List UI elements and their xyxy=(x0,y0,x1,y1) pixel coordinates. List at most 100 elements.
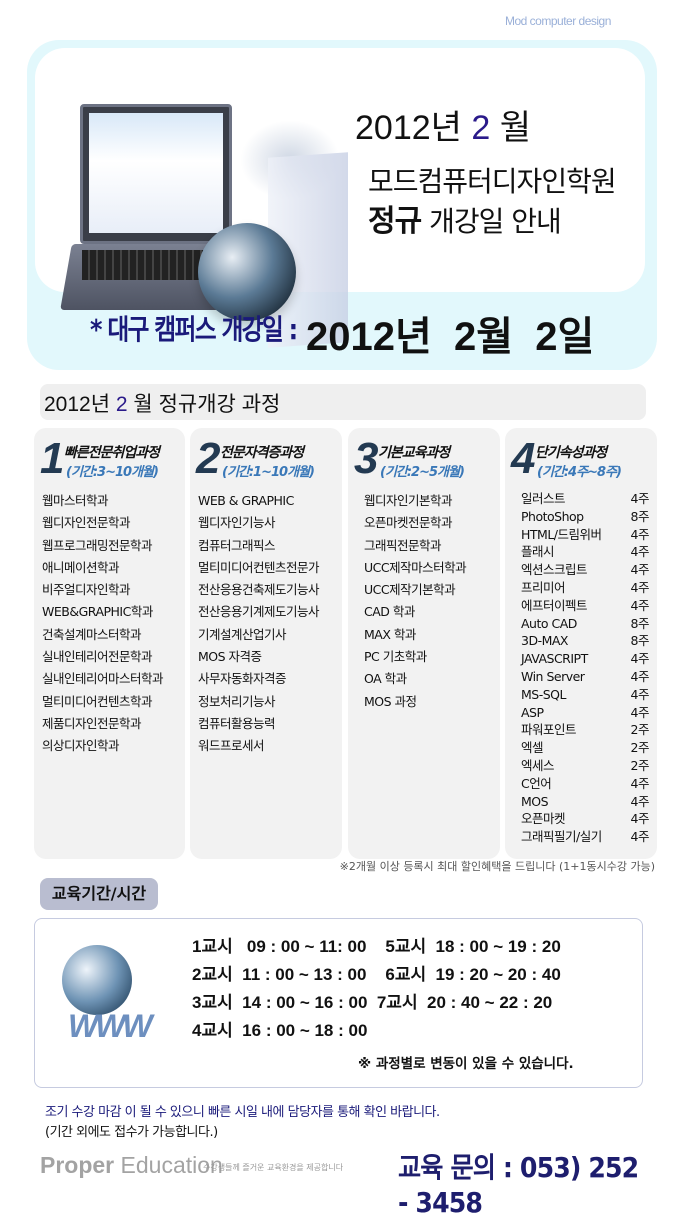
www-globe-icon xyxy=(62,945,132,1015)
course-item-duration: 4주 xyxy=(630,811,650,827)
course-item-duration: 4주 xyxy=(630,597,650,613)
course-item-name: PhotoShop xyxy=(521,508,584,524)
course-item-duration: 4주 xyxy=(630,775,650,791)
course-item: 엑세스 2주 xyxy=(521,757,650,775)
course-item: 3D-MAX 8주 xyxy=(521,632,650,650)
course-item: MS-SQL 4주 xyxy=(521,686,650,704)
course-item-duration: 4주 xyxy=(630,793,650,809)
course-item: 웹프로그래밍전문학과 xyxy=(42,537,153,553)
course-item-name: 그래픽필기/실기 xyxy=(521,829,602,845)
course-item: 웹디자인전문학과 xyxy=(42,515,131,531)
course-item-name: HTML/드림위버 xyxy=(521,526,602,542)
course-column-4: 4 단기속성과정 (기간:4주~8주) 일러스트 4주 PhotoShop 8주 HTML… xyxy=(505,428,657,859)
course-item-duration: 4주 xyxy=(630,544,650,560)
course-item: 전산응용기계제도기능사 xyxy=(198,604,320,620)
course-item: WEB & GRAPHIC xyxy=(198,493,294,508)
course-item: 기계설계산업기사 xyxy=(198,626,287,642)
course-title: 기본교육과정 xyxy=(378,445,450,461)
course-item-name: Win Server xyxy=(521,668,585,684)
course-item: 에프터이펙트 4주 xyxy=(521,597,650,615)
hero-date: 2012년 2 월 xyxy=(355,109,532,147)
schedule-row: 3교시 14 : 00 ~ 16 : 00 7교시 20 : 40 ~ 22 :… xyxy=(192,993,553,1012)
hero-title: 정규 개강일 안내 xyxy=(368,204,562,239)
course-period: (기간:1~10개월) xyxy=(222,465,315,480)
discount-note: ※2개월 이상 등록시 최대 할인혜택을 드립니다 (1+1동시수강 가능) xyxy=(339,860,655,873)
course-item: 프리미어 4주 xyxy=(521,579,650,597)
course-item: UCC제작마스터학과 xyxy=(364,559,467,575)
course-period: (기간:4주~8주) xyxy=(537,465,622,480)
course-item: MOS 과정 xyxy=(364,693,417,709)
course-item: 애니메이션학과 xyxy=(42,559,120,575)
course-item: 멀티미디어컨텐츠전문가 xyxy=(198,559,320,575)
course-item-name: JAVASCRIPT xyxy=(521,651,588,667)
course-item-name: 플래시 xyxy=(521,544,555,560)
schedule-row: 1교시 09 : 00 ~ 11: 00 5교시 18 : 00 ~ 19 : … xyxy=(192,937,561,956)
course-number: 1 xyxy=(40,434,65,483)
course-period: (기간:3~10개월) xyxy=(66,465,159,480)
course-item: WEB&GRAPHIC학과 xyxy=(42,604,153,620)
course-item-duration: 4주 xyxy=(630,829,650,845)
course-item: C언어 4주 xyxy=(521,775,650,793)
course-title: 단기속성과정 xyxy=(535,445,607,461)
course-item: 실내인테리어전문학과 xyxy=(42,649,153,665)
course-item-name: 엑션스크립트 xyxy=(521,562,588,578)
course-item: 의상디자인학과 xyxy=(42,738,120,754)
course-item-duration: 8주 xyxy=(630,508,650,524)
laptop-image xyxy=(80,104,232,244)
section-title: 2012년 2 월 정규개강 과정 xyxy=(44,393,281,416)
footer-notice-2: (기간 외에도 접수가 가능합니다.) xyxy=(45,1125,218,1140)
course-item: 비주얼디자인학과 xyxy=(42,582,131,598)
course-item-name: MOS xyxy=(521,793,549,809)
course-period: (기간:2~5개월) xyxy=(380,465,465,480)
course-number: 2 xyxy=(196,434,221,483)
course-item-name: 3D-MAX xyxy=(521,633,569,649)
course-item-duration: 4주 xyxy=(630,686,650,702)
course-item-duration: 4주 xyxy=(630,579,650,595)
course-item: CAD 학과 xyxy=(364,604,415,620)
course-item-duration: 4주 xyxy=(630,651,650,667)
course-item-name: ASP xyxy=(521,704,544,720)
course-item-name: 일러스트 xyxy=(521,491,566,506)
course-number: 4 xyxy=(511,434,536,483)
proper-education-logo: Proper Education xyxy=(40,1152,223,1178)
course-title: 전문자격증과정 xyxy=(220,445,304,461)
course-item: 워드프로세서 xyxy=(198,738,265,754)
course-column-2: 2 전문자격증과정 (기간:1~10개월) WEB & GRAPHIC 웹디자인기능… xyxy=(190,428,342,859)
course-item-duration: 8주 xyxy=(630,615,650,631)
course-item-duration: 4주 xyxy=(630,526,650,542)
schedule-note: ※ 과정별로 변동이 있을 수 있습니다. xyxy=(358,1056,574,1072)
course-item: 웹디자인기본학과 xyxy=(364,493,453,508)
course-item-name: 에프터이펙트 xyxy=(521,597,588,613)
course-item-name: 오픈마켓 xyxy=(521,811,566,827)
schedule-box xyxy=(34,918,643,1088)
course-item: 엑션스크립트 4주 xyxy=(521,561,650,579)
course-item-duration: 2주 xyxy=(630,757,650,773)
course-item-name: 엑세스 xyxy=(521,757,555,773)
course-item: 정보처리기능사 xyxy=(198,693,276,709)
course-item-name: 프리미어 xyxy=(521,579,566,595)
course-item: MOS 4주 xyxy=(521,793,650,811)
course-item: MAX 학과 xyxy=(364,626,416,642)
course-item: PhotoShop 8주 xyxy=(521,508,650,526)
campus-date: 2012년 2월 2일 xyxy=(306,315,595,359)
course-item: 파워포인트 2주 xyxy=(521,721,650,739)
course-item-name: MS-SQL xyxy=(521,686,566,702)
logo-tagline: 수강생들께 즐거운 교육환경을 제공합니다 xyxy=(203,1163,344,1172)
course-item: 오픈마켓전문학과 xyxy=(364,515,453,531)
course-item-duration: 4주 xyxy=(630,668,650,684)
course-item-duration: 4주 xyxy=(630,704,650,720)
course-item: ASP 4주 xyxy=(521,704,650,722)
course-item: 일러스트 4주 xyxy=(521,490,650,508)
course-item: OA 학과 xyxy=(364,671,407,687)
course-title: 빠른전문취업과정 xyxy=(64,445,160,461)
academy-name: 모드컴퓨터디자인학원 xyxy=(368,165,617,198)
footer-notice: 조기 수강 마감 이 될 수 있으니 빠른 시일 내에 담당자를 통해 확인 바… xyxy=(45,1105,440,1120)
course-item: 웹마스터학과 xyxy=(42,493,109,508)
course-item: 전산응용건축제도기능사 xyxy=(198,582,320,598)
course-item: Win Server 4주 xyxy=(521,668,650,686)
course-item-duration: 4주 xyxy=(630,562,650,578)
course-item-name: 엑셀 xyxy=(521,740,544,756)
schedule-row: 4교시 16 : 00 ~ 18 : 00 xyxy=(192,1021,368,1040)
campus-label: * 대구 캠퍼스 개강일 : xyxy=(90,313,298,346)
